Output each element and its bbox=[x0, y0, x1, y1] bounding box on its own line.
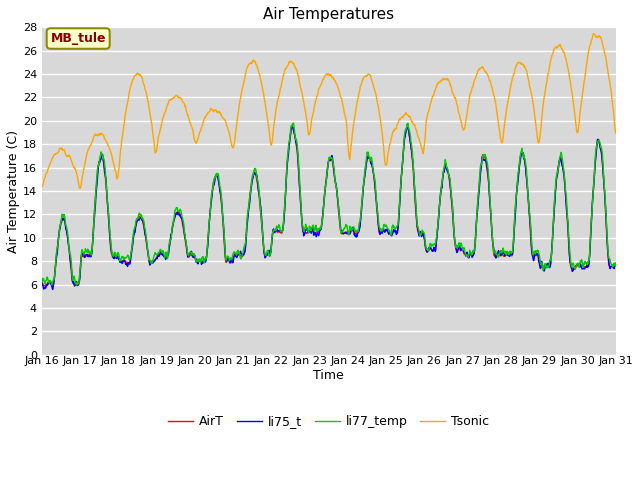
Title: Air Temperatures: Air Temperatures bbox=[263, 7, 394, 22]
Text: MB_tule: MB_tule bbox=[51, 32, 106, 45]
Line: li77_temp: li77_temp bbox=[42, 123, 616, 285]
Tsonic bbox=[304, 126, 312, 132]
Tsonic bbox=[282, 65, 289, 71]
li75_t bbox=[294, 154, 302, 160]
Tsonic bbox=[76, 185, 84, 191]
X-axis label: Time: Time bbox=[314, 369, 344, 382]
li75_t bbox=[49, 287, 56, 292]
Line: li75_t: li75_t bbox=[42, 126, 616, 289]
li77_temp bbox=[282, 187, 289, 192]
Tsonic bbox=[106, 147, 114, 153]
li75_t bbox=[365, 155, 373, 161]
Tsonic bbox=[294, 70, 301, 75]
li77_temp bbox=[48, 282, 56, 288]
li77_temp bbox=[106, 230, 114, 236]
li77_temp bbox=[305, 228, 312, 234]
Line: Tsonic: Tsonic bbox=[42, 34, 616, 188]
AirT bbox=[106, 237, 114, 242]
AirT bbox=[365, 155, 373, 160]
Legend: AirT, li75_t, li77_temp, Tsonic: AirT, li75_t, li77_temp, Tsonic bbox=[163, 410, 495, 433]
li77_temp bbox=[294, 152, 302, 157]
li75_t bbox=[288, 123, 296, 129]
Line: AirT: AirT bbox=[42, 127, 616, 286]
AirT bbox=[294, 157, 302, 163]
li75_t bbox=[612, 262, 620, 267]
li75_t bbox=[305, 230, 312, 236]
Tsonic bbox=[365, 72, 372, 77]
li77_temp bbox=[289, 120, 297, 126]
Tsonic bbox=[83, 153, 90, 158]
li77_temp bbox=[38, 280, 45, 286]
Tsonic bbox=[38, 184, 45, 190]
li77_temp bbox=[83, 248, 90, 254]
li77_temp bbox=[365, 155, 373, 160]
AirT bbox=[49, 283, 56, 289]
AirT bbox=[305, 228, 312, 234]
Tsonic bbox=[612, 130, 620, 136]
AirT bbox=[612, 260, 620, 266]
Y-axis label: Air Temperature (C): Air Temperature (C) bbox=[7, 130, 20, 252]
AirT bbox=[289, 124, 296, 130]
AirT bbox=[83, 253, 90, 259]
li77_temp bbox=[612, 261, 620, 267]
Tsonic bbox=[589, 31, 597, 36]
li75_t bbox=[282, 189, 289, 194]
li75_t bbox=[83, 252, 90, 257]
AirT bbox=[38, 282, 45, 288]
AirT bbox=[282, 186, 289, 192]
li75_t bbox=[106, 234, 114, 240]
li75_t bbox=[38, 277, 45, 283]
